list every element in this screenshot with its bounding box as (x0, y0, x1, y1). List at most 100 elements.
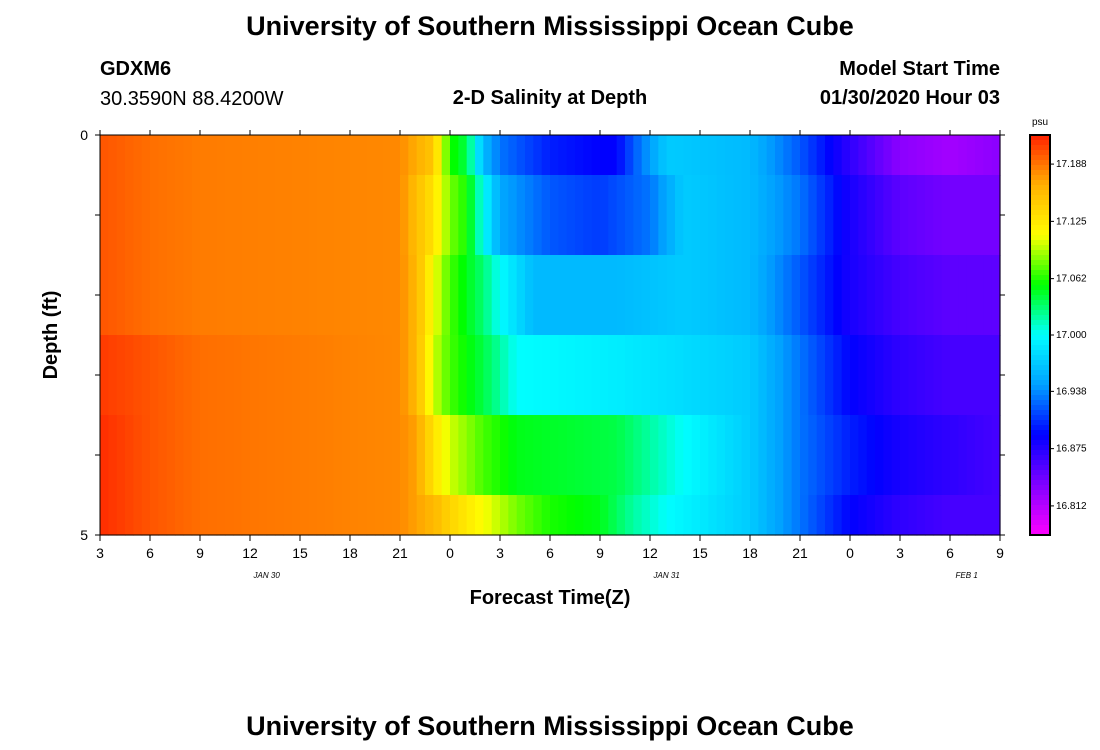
colorbar-cell (1030, 185, 1050, 191)
heatmap-cell (608, 135, 618, 176)
y-axis: 05 (80, 127, 1005, 543)
heatmap-cell (508, 415, 518, 496)
heatmap-cell (108, 495, 118, 536)
x-tick-label: 9 (996, 545, 1004, 561)
heatmap-cell (250, 495, 259, 536)
heatmap-cell (466, 415, 476, 496)
heatmap-cell (841, 415, 851, 496)
heatmap-cell (400, 495, 409, 536)
colorbar-cell (1030, 255, 1050, 261)
heatmap-cell (500, 415, 509, 496)
y-tick-label: 5 (80, 527, 88, 543)
heatmap-cell (425, 495, 434, 536)
heatmap-cell (683, 335, 693, 416)
heatmap-cell (775, 415, 784, 496)
heatmap-cell (541, 335, 551, 416)
colorbar-cell (1030, 500, 1050, 506)
x-tick-label: 21 (392, 545, 408, 561)
heatmap-cell (275, 135, 284, 176)
heatmap-cell (583, 255, 593, 336)
heatmap-cell (150, 335, 159, 416)
heatmap-cell (266, 335, 276, 416)
heatmap-cell (216, 255, 226, 336)
heatmap-cell (825, 495, 834, 536)
colorbar-cell (1030, 220, 1050, 226)
heatmap-cell (325, 495, 334, 536)
heatmap-cell (591, 335, 601, 416)
heatmap-cell (216, 135, 226, 176)
heatmap-cell (841, 175, 851, 256)
heatmap-cell (966, 415, 976, 496)
heatmap-cell (741, 415, 751, 496)
heatmap-cell (841, 135, 851, 176)
heatmap-cell (408, 255, 418, 336)
heatmap-cell (166, 175, 176, 256)
heatmap-cell (241, 495, 251, 536)
heatmap-cell (983, 335, 993, 416)
colorbar-cell (1030, 365, 1050, 371)
heatmap-cell (550, 495, 559, 536)
heatmap-cell (650, 135, 659, 176)
heatmap-cell (533, 175, 543, 256)
colorbar-cell (1030, 240, 1050, 246)
heatmap-cell (658, 135, 668, 176)
heatmap-cell (741, 135, 751, 176)
heatmap-cell (650, 175, 659, 256)
heatmap-cell (483, 335, 493, 416)
heatmap-cell (750, 135, 759, 176)
heatmap-cell (158, 175, 168, 256)
heatmap-cell (391, 175, 401, 256)
colorbar-cell (1030, 420, 1050, 426)
heatmap-cell (208, 175, 218, 256)
heatmap-cell (950, 335, 959, 416)
heatmap-cell (350, 175, 359, 256)
heatmap-cell (708, 135, 718, 176)
heatmap-cell (341, 495, 351, 536)
heatmap-cell (975, 135, 984, 176)
heatmap-cell (666, 495, 676, 536)
heatmap-cell (208, 495, 218, 536)
colorbar-cell (1030, 510, 1050, 516)
heatmap-cell (158, 335, 168, 416)
heatmap-cell (933, 135, 943, 176)
heatmap-cell (250, 255, 259, 336)
heatmap-cell (541, 175, 551, 256)
heatmap-cell (366, 135, 376, 176)
heatmap-cell (366, 175, 376, 256)
heatmap-cell (250, 175, 259, 256)
heatmap-cell (233, 415, 243, 496)
heatmap-cell (308, 415, 318, 496)
heatmap-cell (391, 415, 401, 496)
heatmap-cell (566, 175, 576, 256)
heatmap-cell (883, 175, 893, 256)
date-label: FEB 1 (956, 571, 978, 580)
heatmap-cell (550, 415, 559, 496)
heatmap-cell (733, 335, 743, 416)
heatmap-cell (425, 175, 434, 256)
x-tick-label: 6 (946, 545, 954, 561)
heatmap-cell (516, 135, 526, 176)
heatmap-cell (391, 495, 401, 536)
heatmap-cell (250, 335, 259, 416)
heatmap-cell (425, 335, 434, 416)
heatmap-cell (891, 255, 901, 336)
colorbar-cell (1030, 265, 1050, 271)
heatmap-cell (241, 335, 251, 416)
heatmap-cell (541, 255, 551, 336)
heatmap-cell (625, 175, 634, 256)
heatmap-cell (250, 415, 259, 496)
colorbar-cell (1030, 290, 1050, 296)
heatmap-cell (383, 255, 393, 336)
colorbar-cell (1030, 480, 1050, 486)
heatmap-cell (300, 335, 309, 416)
heatmap-cell (150, 135, 159, 176)
heatmap-cell (333, 175, 343, 256)
heatmap-cell (375, 255, 384, 336)
heatmap-cell (308, 135, 318, 176)
heatmap-cell (925, 175, 934, 256)
heatmap-cell (575, 335, 584, 416)
heatmap-cell (200, 175, 209, 256)
heatmap-cell (991, 335, 1001, 416)
heatmap-cell (275, 255, 284, 336)
heatmap-cell (466, 255, 476, 336)
